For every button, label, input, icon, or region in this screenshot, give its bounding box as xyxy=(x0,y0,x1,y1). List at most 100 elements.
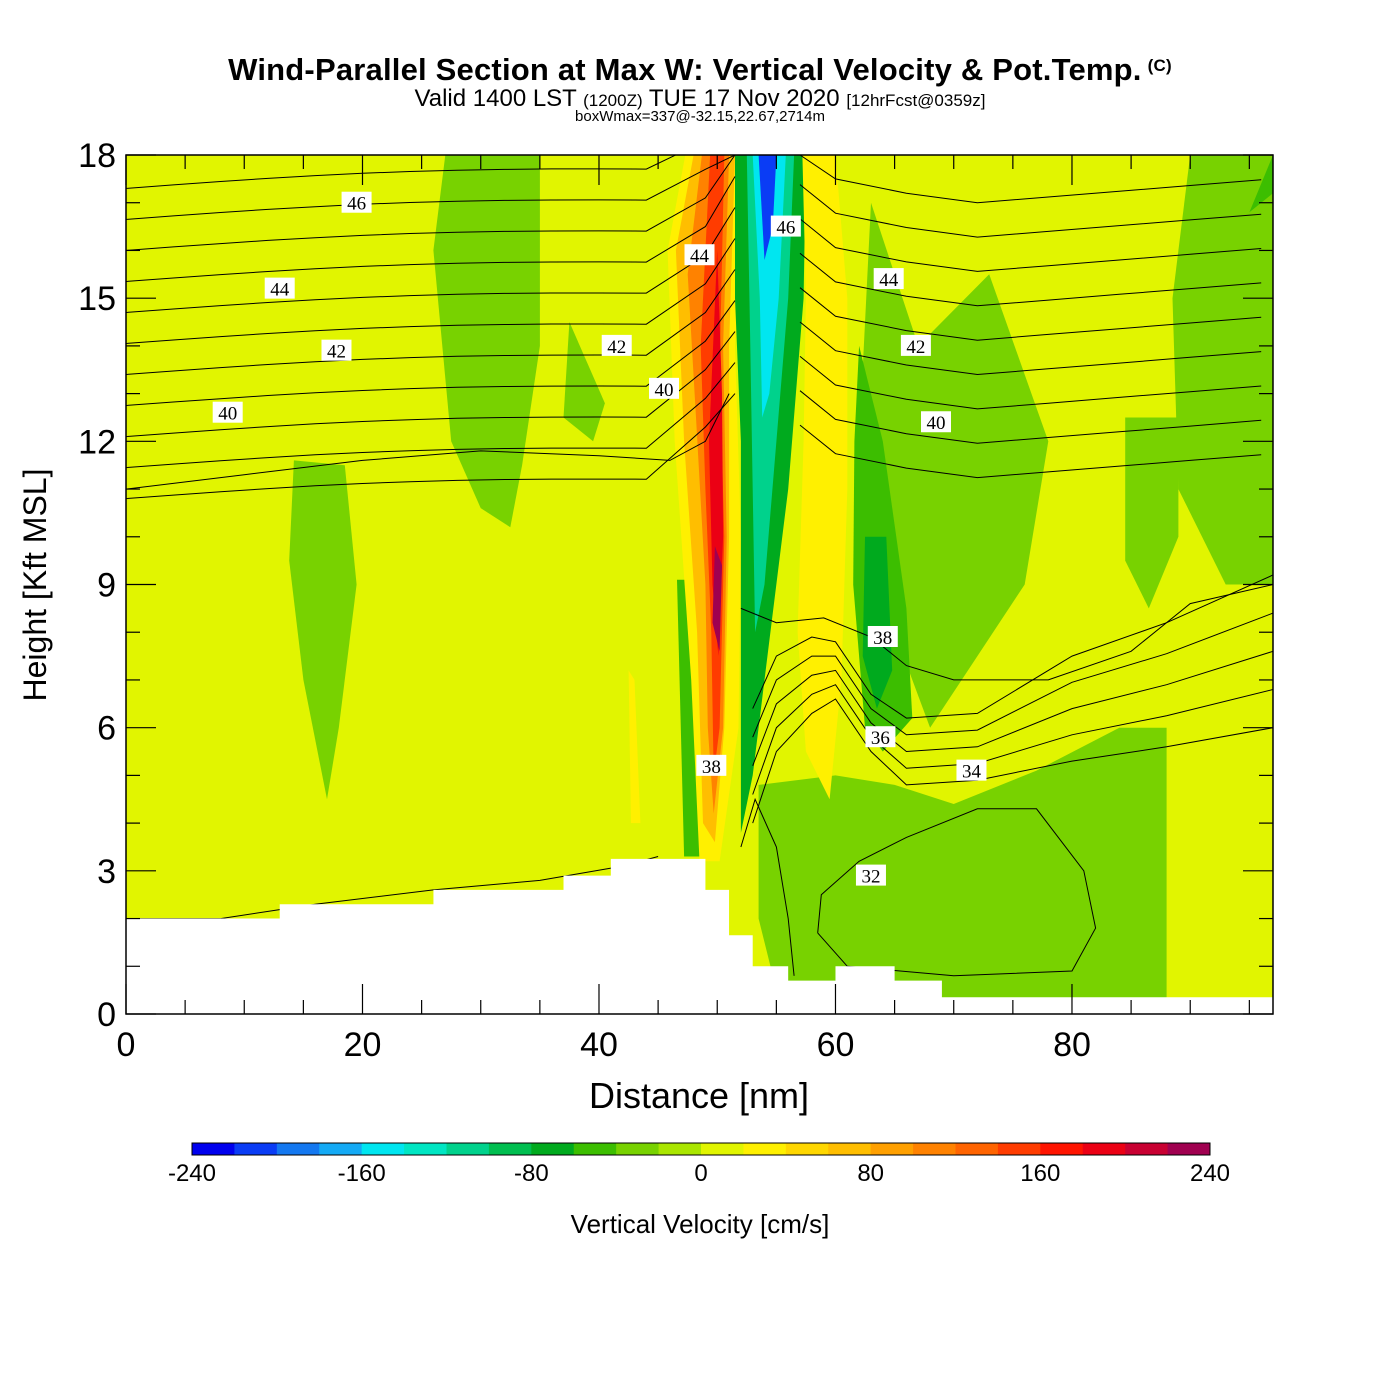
colorbar-swatch xyxy=(573,1143,617,1155)
contour-label: 46 xyxy=(341,191,372,215)
x-tick-label: 40 xyxy=(580,1026,618,1064)
theta-contour-line xyxy=(126,393,730,490)
theta-contour-line xyxy=(126,155,736,220)
colorbar-swatch xyxy=(404,1143,447,1155)
velocity-region xyxy=(1172,155,1273,585)
contour-label: 38 xyxy=(696,754,727,778)
colorbar-swatch xyxy=(1125,1143,1169,1155)
velocity-region xyxy=(758,727,1167,1000)
colorbar-swatch xyxy=(743,1143,787,1155)
chart-subtitle: Valid 1400 LST (1200Z) TUE 17 Nov 2020 [… xyxy=(0,85,1400,113)
velocity-field xyxy=(289,155,1273,1000)
copyright-mark: (C) xyxy=(1147,56,1172,75)
theta-contour-line xyxy=(799,287,1262,341)
theta-contour-line xyxy=(126,155,735,189)
theta-contour-line xyxy=(799,252,1262,307)
colorbar-swatch xyxy=(997,1143,1041,1155)
contour-label-text: 42 xyxy=(327,342,346,363)
contour-label-text: 44 xyxy=(270,280,290,301)
theta-contour-line xyxy=(799,390,1262,444)
contour-label-text: 46 xyxy=(347,194,366,215)
theta-contour-line xyxy=(752,684,1273,795)
colorbar-tick-label: -80 xyxy=(514,1160,549,1187)
theta-contour-line xyxy=(126,331,736,438)
theta-contour-line xyxy=(817,808,1097,977)
theta-contour-line xyxy=(126,176,736,282)
colorbar-swatch xyxy=(361,1143,405,1155)
contour-label: 40 xyxy=(920,411,951,434)
velocity-region xyxy=(712,546,722,652)
contour-label-text: 44 xyxy=(690,246,710,267)
y-tick-label: 9 xyxy=(97,567,116,605)
colorbar-swatch xyxy=(1082,1143,1126,1155)
contour-label-box xyxy=(900,334,931,356)
contour-label-box xyxy=(341,191,372,213)
colorbar-swatch xyxy=(828,1143,872,1155)
contour-label-text: 44 xyxy=(879,270,899,291)
contour-label: 42 xyxy=(601,334,632,358)
valid-utc: (1200Z) xyxy=(583,91,643,110)
valid-time: Valid 1400 LST xyxy=(414,85,577,112)
chart-title-text: Wind-Parallel Section at Max W: Vertical… xyxy=(228,52,1142,87)
theta-contour-line xyxy=(799,424,1262,479)
x-tick-label: 60 xyxy=(817,1026,855,1064)
colorbar-swatch xyxy=(616,1143,660,1155)
colorbar-swatch xyxy=(234,1143,278,1155)
terrain-surface xyxy=(126,858,1273,1014)
contour-label: 40 xyxy=(212,401,243,425)
x-axis: 0 20 40 60 80 xyxy=(117,155,1250,1064)
contour-label-text: 38 xyxy=(702,757,721,778)
contour-label-text: 36 xyxy=(871,728,890,749)
velocity-region xyxy=(1125,417,1179,609)
contour-label-text: 42 xyxy=(607,337,626,358)
colorbar-tick-label: -160 xyxy=(338,1160,386,1187)
y-tick-label: 6 xyxy=(97,710,116,748)
theta-contour-line xyxy=(740,584,1273,681)
colorbar-swatch xyxy=(488,1143,532,1155)
velocity-region xyxy=(1249,155,1273,213)
plot-area: 46 44 42 40 44 42 40 46 44 42 40 38 36 34 38 32 xyxy=(125,154,1274,1015)
theta-contour-line xyxy=(752,698,1273,824)
valid-date: TUE 17 Nov 2020 xyxy=(648,85,840,112)
theta-contour-line xyxy=(799,155,1262,204)
contour-label: 42 xyxy=(321,339,352,363)
theta-contour-line xyxy=(799,356,1262,410)
colorbar: -240 -160 -80 0 80 160 240 xyxy=(168,1142,1230,1187)
contour-label: 40 xyxy=(649,377,680,401)
contour-label-box xyxy=(601,334,632,356)
theta-contour-line xyxy=(126,269,736,375)
colorbar-swatch xyxy=(192,1143,235,1155)
contour-label-box xyxy=(649,377,680,399)
contour-label: 34 xyxy=(956,759,987,783)
contour-label-box xyxy=(956,759,987,781)
theta-contour-line xyxy=(126,238,736,344)
y-tick-label: 0 xyxy=(97,996,116,1034)
contour-label: 32 xyxy=(855,864,886,888)
theta-contour-line xyxy=(752,574,1273,719)
contour-label: 44 xyxy=(873,268,904,291)
contour-label: 38 xyxy=(867,625,898,649)
contour-label-text: 40 xyxy=(655,380,674,401)
theta-contour-line xyxy=(740,797,795,976)
theta-contour-line xyxy=(126,393,736,500)
colorbar-swatch xyxy=(319,1143,363,1155)
theta-contour-line xyxy=(799,218,1262,272)
contour-label-text: 46 xyxy=(776,218,795,239)
contour-label-box xyxy=(321,339,352,361)
contour-label-box xyxy=(264,277,295,299)
box-wmax-note: boxWmax=337@-32.15,22.67,2714m xyxy=(575,108,825,125)
chart-title: Wind-Parallel Section at Max W: Vertical… xyxy=(0,52,1400,88)
theta-contour-line xyxy=(126,300,736,406)
colorbar-swatch xyxy=(870,1143,914,1155)
theta-contour-line xyxy=(126,207,736,313)
velocity-region xyxy=(289,460,357,800)
colorbar-tick-label: 0 xyxy=(694,1160,707,1187)
colorbar-frame xyxy=(191,1142,1211,1156)
contour-label-box xyxy=(920,411,951,433)
colorbar-swatch xyxy=(446,1143,490,1155)
contour-label-text: 32 xyxy=(861,867,880,888)
colorbar-swatch xyxy=(701,1143,744,1155)
velocity-region xyxy=(859,202,1049,728)
